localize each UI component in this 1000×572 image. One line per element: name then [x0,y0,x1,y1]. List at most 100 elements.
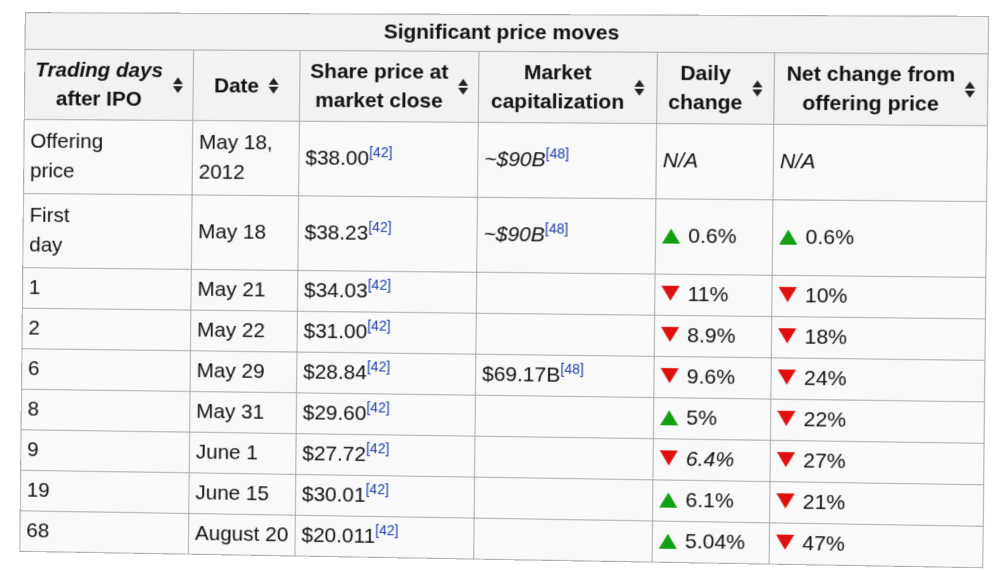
daily-change-value: 6.1% [685,489,734,513]
cell-text-line: May 31 [196,400,264,424]
cell-share-price: $28.84[42] [297,352,476,395]
table-caption: Significant price moves [25,12,990,53]
price-moves-table-container: Significant price moves Trading days aft… [19,12,992,568]
increase-arrow-icon [659,492,677,507]
reference-link[interactable]: [42] [366,481,389,497]
cell-text-line: May 18 [198,220,266,243]
decrease-arrow-icon [776,535,794,550]
price-value: $38.00 [305,147,369,170]
reference-link[interactable]: [48] [560,361,584,377]
decrease-arrow-icon [778,369,796,384]
cell-market-cap [474,518,653,562]
cell-trading-days: 19 [20,470,189,513]
cell-market-cap: ~$90B[48] [477,197,656,274]
cell-date: May 21 [191,269,298,311]
cell-market-cap [476,313,655,356]
sort-icon[interactable] [458,79,468,95]
header-label-line: market close [315,89,443,113]
cell-net-change: 24% [771,358,985,402]
reference-link[interactable]: [48] [546,145,570,161]
cell-share-price: $31.00[42] [297,311,476,354]
header-label-line: Share price at [310,60,448,84]
cell-date: May 29 [190,351,297,393]
cell-text-line: 2012 [199,161,245,184]
cell-text-line: 19 [27,479,50,502]
net-change-value: 27% [803,449,846,473]
cell-share-price: $29.60[42] [296,393,475,436]
reference-link[interactable]: [42] [375,522,398,538]
cell-trading-days: 6 [21,349,190,392]
header-label-line: after IPO [56,87,142,110]
cell-text-line: May 18, [199,131,273,154]
net-change-value: 21% [803,491,846,515]
cell-net-change: 22% [770,399,984,443]
reference-link[interactable]: [42] [366,399,389,415]
net-change-value: N/A [780,150,816,173]
sort-icon[interactable] [269,78,279,94]
cell-market-cap: ~$90B[48] [477,122,656,198]
header-market-cap[interactable]: Market capitalization [478,51,657,123]
daily-change-value: 6.4% [686,448,735,472]
reference-link[interactable]: [48] [545,220,569,236]
cell-date: August 20 [188,514,295,557]
increase-arrow-icon [659,534,677,549]
reference-link[interactable]: [42] [367,358,390,374]
decrease-arrow-icon [661,327,679,342]
reference-link[interactable]: [42] [366,440,389,456]
market-cap-value: ~$90B [483,223,545,247]
header-label-line: offering price [802,92,939,116]
cell-trading-days: Offering price [23,119,192,195]
header-date[interactable]: Date [193,50,300,121]
cell-daily-change: 11% [655,274,773,316]
cell-date: May 18, 2012 [192,120,299,195]
daily-change-value: 5.04% [685,530,745,554]
header-daily-change[interactable]: Daily change [657,52,775,124]
cell-share-price: $38.23[42] [298,196,478,272]
cell-trading-days: 1 [22,268,191,310]
sort-icon[interactable] [173,77,183,93]
reference-link[interactable]: [42] [368,219,391,235]
cell-text-line: June 1 [196,441,258,465]
price-value: $31.00 [304,320,368,344]
cell-market-cap [476,272,655,315]
header-share-price[interactable]: Share price at market close [299,51,479,123]
header-label-line: capitalization [491,90,625,114]
price-moves-table: Significant price moves Trading days aft… [19,12,989,568]
decrease-arrow-icon [660,368,678,383]
decrease-arrow-icon [776,493,794,508]
daily-change-value: 0.6% [688,225,737,249]
cell-text-line: May 22 [197,319,265,343]
cell-daily-change: 9.6% [654,356,772,399]
net-change-value: 47% [802,532,845,556]
cell-date: May 31 [190,391,297,433]
net-change-value: 18% [804,325,847,349]
decrease-arrow-icon [777,452,795,467]
price-value: $27.72 [302,442,366,466]
cell-text-line: 6 [28,357,40,380]
cell-text-line: price [30,159,75,182]
header-net-change[interactable]: Net change from offering price [774,53,988,126]
cell-text-line: 8 [27,398,39,421]
cell-net-change: 0.6% [772,200,986,278]
cell-date: June 15 [189,473,296,515]
sort-icon[interactable] [753,80,763,96]
header-row: Trading days after IPO Date [24,49,988,125]
decrease-arrow-icon [778,287,796,302]
reference-link[interactable]: [42] [369,144,392,160]
price-value: $29.60 [303,401,367,425]
cell-daily-change: N/A [656,124,774,200]
price-value: $30.01 [302,483,366,507]
daily-change-value: 8.9% [687,324,736,348]
sort-icon[interactable] [965,82,975,98]
price-value: $34.03 [304,279,368,303]
sort-icon[interactable] [634,80,644,96]
cell-share-price: $30.01[42] [295,474,474,518]
cell-market-cap [475,436,654,480]
cell-daily-change: 8.9% [654,315,772,358]
header-trading-days[interactable]: Trading days after IPO [24,49,193,120]
reference-link[interactable]: [42] [367,318,390,334]
reference-link[interactable]: [42] [368,277,391,293]
decrease-arrow-icon [660,450,678,465]
cell-trading-days: 8 [21,389,190,432]
cell-text-line: 68 [26,519,49,542]
